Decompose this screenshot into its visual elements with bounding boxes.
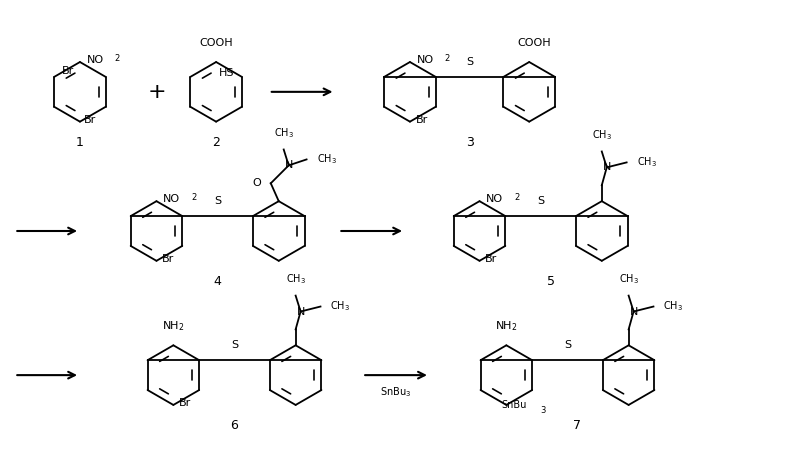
Text: NH$_2$: NH$_2$ xyxy=(162,319,185,333)
Text: S: S xyxy=(231,340,238,350)
Text: 2: 2 xyxy=(445,54,450,63)
Text: S: S xyxy=(214,196,221,206)
Text: NO: NO xyxy=(417,55,434,65)
Text: Br: Br xyxy=(62,66,74,76)
Text: 2: 2 xyxy=(114,54,120,63)
Text: S: S xyxy=(466,57,473,67)
Text: Br: Br xyxy=(162,254,174,264)
Text: CH$_3$: CH$_3$ xyxy=(592,128,612,142)
Text: 4: 4 xyxy=(214,275,222,288)
Text: Br: Br xyxy=(485,254,498,264)
Text: N: N xyxy=(297,307,305,317)
Text: NH$_2$: NH$_2$ xyxy=(495,319,518,333)
Text: COOH: COOH xyxy=(199,38,233,48)
Text: 6: 6 xyxy=(230,419,238,432)
Text: Br: Br xyxy=(83,115,96,125)
Text: N: N xyxy=(630,307,638,317)
Text: S: S xyxy=(537,196,544,206)
Text: NO: NO xyxy=(486,194,503,204)
Text: CH$_3$: CH$_3$ xyxy=(317,153,337,166)
Text: S: S xyxy=(564,340,571,350)
Text: 1: 1 xyxy=(76,136,84,148)
Text: CH$_3$: CH$_3$ xyxy=(637,155,657,169)
Text: Br: Br xyxy=(415,115,428,125)
Text: CH$_3$: CH$_3$ xyxy=(663,300,683,313)
Text: N: N xyxy=(285,160,293,171)
Text: 3: 3 xyxy=(540,406,546,415)
Text: NO: NO xyxy=(163,194,180,204)
Text: 2: 2 xyxy=(191,193,197,202)
Text: N: N xyxy=(602,162,611,172)
Text: 5: 5 xyxy=(546,275,554,288)
Text: NO: NO xyxy=(86,55,104,65)
Text: 2: 2 xyxy=(514,193,519,202)
Text: SnBu$_3$: SnBu$_3$ xyxy=(381,385,411,399)
Text: CH$_3$: CH$_3$ xyxy=(330,300,350,313)
Text: O: O xyxy=(252,178,261,188)
Text: CH$_3$: CH$_3$ xyxy=(286,272,306,286)
Text: Br: Br xyxy=(179,398,191,408)
Text: HS: HS xyxy=(218,68,234,78)
Text: CH$_3$: CH$_3$ xyxy=(274,126,294,140)
Text: 2: 2 xyxy=(212,136,220,148)
Text: CH$_3$: CH$_3$ xyxy=(618,272,638,286)
Text: 3: 3 xyxy=(466,136,474,148)
Text: 7: 7 xyxy=(574,419,582,432)
Text: COOH: COOH xyxy=(518,38,551,48)
Text: SnBu: SnBu xyxy=(502,400,527,410)
Text: +: + xyxy=(147,82,166,102)
